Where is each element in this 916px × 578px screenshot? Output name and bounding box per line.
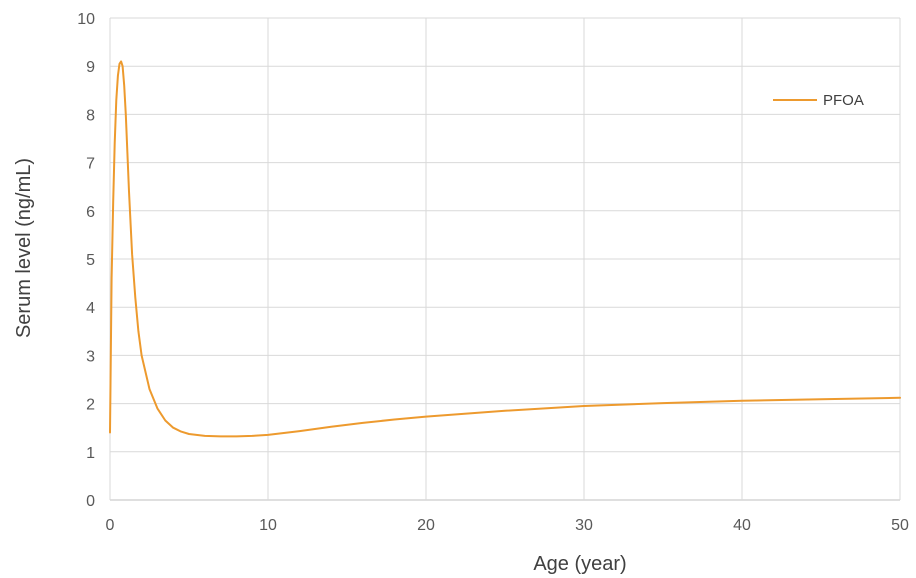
series-group xyxy=(109,60,901,438)
y-tick-label: 5 xyxy=(86,252,95,269)
legend: PFOA xyxy=(773,92,864,109)
y-tick-label: 8 xyxy=(86,107,95,124)
y-tick-label: 4 xyxy=(86,300,95,317)
y-tick-label: 10 xyxy=(77,11,95,28)
y-tick-label: 1 xyxy=(86,445,95,462)
y-tick-label: 3 xyxy=(86,348,95,365)
y-tick-label: 2 xyxy=(86,397,95,414)
x-axis-title: Age (year) xyxy=(533,553,626,575)
y-tick-label: 6 xyxy=(86,204,95,221)
series-line-pfoa xyxy=(109,60,901,438)
y-axis-title: Serum level (ng/mL) xyxy=(13,158,35,338)
y-tick-label: 9 xyxy=(86,59,95,76)
y-tick-labels: 0 1 2 3 4 5 6 7 8 9 10 xyxy=(77,11,95,510)
x-tick-label: 20 xyxy=(417,517,435,534)
legend-label-pfoa: PFOA xyxy=(823,92,864,109)
x-tick-label: 0 xyxy=(106,517,115,534)
y-tick-label: 0 xyxy=(86,493,95,510)
gridlines xyxy=(109,17,901,501)
y-tick-label: 7 xyxy=(86,156,95,173)
x-tick-labels: 0 10 20 30 40 50 xyxy=(106,517,909,534)
x-tick-label: 50 xyxy=(891,517,909,534)
x-tick-label: 10 xyxy=(259,517,277,534)
x-tick-label: 30 xyxy=(575,517,593,534)
x-tick-label: 40 xyxy=(733,517,751,534)
